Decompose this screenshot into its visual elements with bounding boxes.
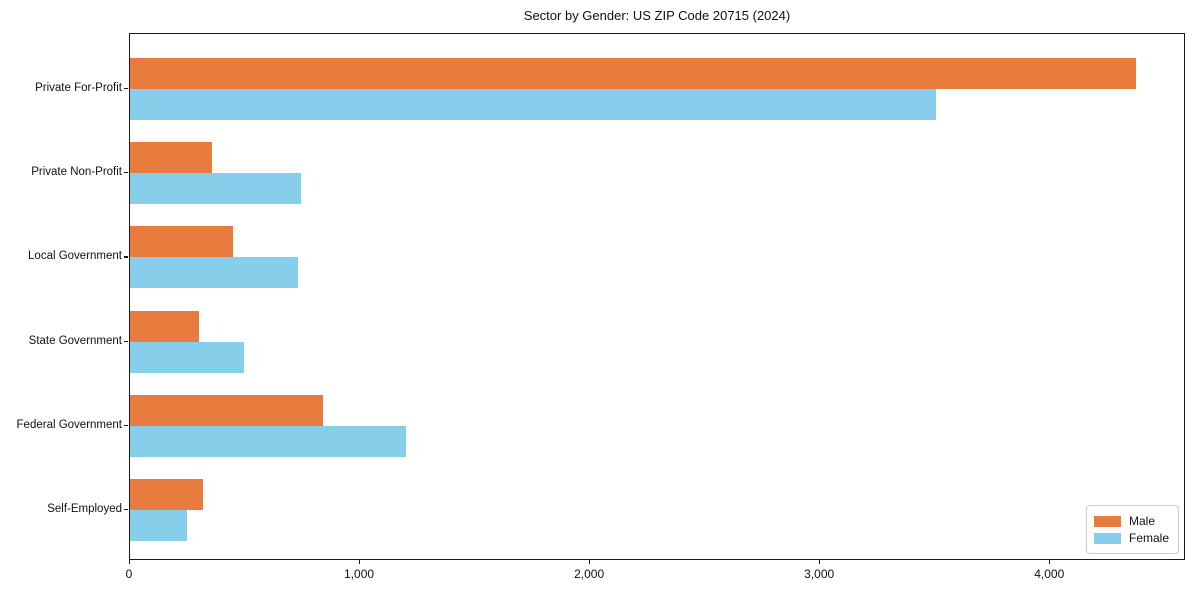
y-tick-label-local-government: Local Government [28, 250, 122, 263]
bar-female-local-government [130, 257, 298, 289]
x-tick-label-0: 0 [125, 567, 133, 581]
bar-female-private-for-profit [130, 89, 936, 120]
x-tick-mark [129, 560, 131, 564]
bar-male-private-for-profit [130, 58, 1136, 89]
bar-male-self-employed [130, 479, 204, 510]
legend-item-female: Female [1093, 531, 1169, 545]
y-tick-mark [124, 340, 128, 342]
x-tick-label-4-000: 4,000 [1034, 567, 1065, 581]
y-tick-mark [124, 88, 128, 90]
bar-male-private-non-profit [130, 142, 212, 174]
y-tick-label-private-non-profit: Private Non-Profit [31, 166, 122, 179]
plot-area: Male Female [129, 33, 1185, 560]
legend: Male Female [1085, 505, 1179, 554]
legend-item-male: Male [1093, 514, 1169, 528]
legend-label-female: Female [1128, 531, 1169, 545]
y-tick-mark [124, 172, 128, 174]
y-tick-label-state-government: State Government [28, 334, 122, 347]
bar-male-state-government [130, 310, 199, 342]
x-tick-label-3-000: 3,000 [804, 567, 835, 581]
bar-group-self-employed [130, 479, 1184, 541]
y-tick-mark [124, 256, 128, 258]
y-tick-mark [124, 509, 128, 511]
bar-male-local-government [130, 226, 234, 258]
bar-group-local-government [130, 226, 1184, 289]
y-tick-label-private-for-profit: Private For-Profit [35, 82, 122, 94]
bar-female-private-non-profit [130, 173, 302, 205]
y-tick-label-self-employed: Self-Employed [47, 503, 122, 515]
x-tick-label-1-000: 1,000 [344, 567, 375, 581]
legend-swatch-female [1093, 532, 1121, 544]
y-tick-label-federal-government: Federal Government [16, 418, 122, 431]
bar-female-state-government [130, 341, 244, 373]
legend-swatch-male [1093, 515, 1121, 527]
bar-male-federal-government [130, 394, 323, 426]
bar-group-private-for-profit [130, 58, 1184, 120]
bar-group-state-government [130, 310, 1184, 373]
bar-female-self-employed [130, 510, 188, 541]
bar-group-federal-government [130, 394, 1184, 457]
y-tick-mark [124, 424, 128, 426]
bar-female-federal-government [130, 425, 406, 457]
x-tick-mark [589, 560, 591, 564]
legend-label-male: Male [1128, 514, 1155, 528]
x-tick-mark [819, 560, 821, 564]
chart-title: Sector by Gender: US ZIP Code 20715 (202… [523, 8, 791, 23]
x-tick-mark [359, 560, 361, 564]
x-tick-label-2-000: 2,000 [574, 567, 605, 581]
x-tick-mark [1049, 560, 1051, 564]
bar-group-private-non-profit [130, 142, 1184, 205]
